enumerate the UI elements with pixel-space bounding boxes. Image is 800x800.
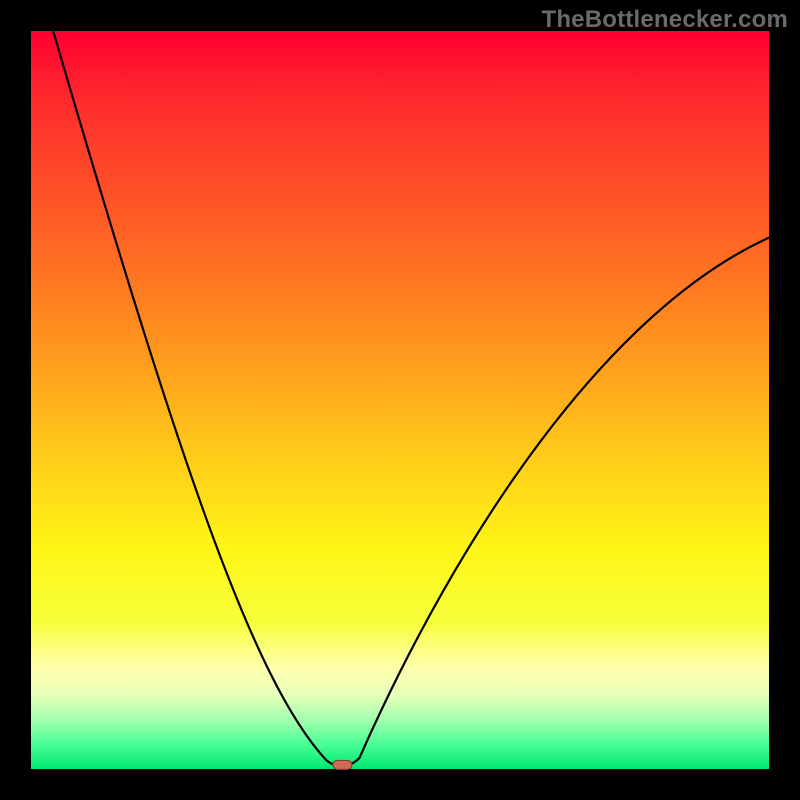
chart-frame: TheBottlenecker.com [0, 0, 800, 800]
plot-area [31, 31, 769, 769]
minimum-marker [333, 759, 352, 769]
bottleneck-curve [31, 31, 769, 769]
curve-path [53, 31, 769, 767]
watermark-text: TheBottlenecker.com [541, 6, 788, 34]
